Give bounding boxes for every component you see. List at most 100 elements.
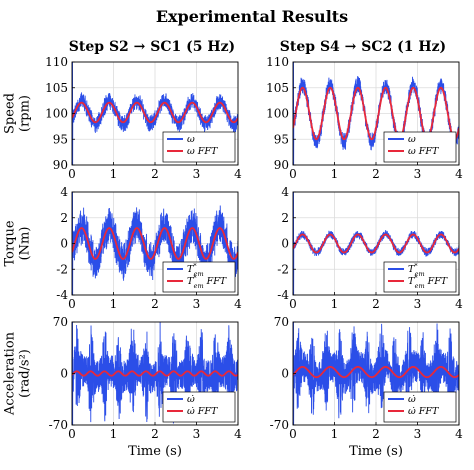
panel-speed-right: 0 1 2 3 4 90 95 100 105 110 ωω FFT <box>266 55 463 181</box>
x-tick-label: 4 <box>234 167 242 181</box>
legend-label: ω FFT <box>408 146 439 157</box>
legend: ω̇ω̇ FFT <box>383 391 457 423</box>
legend-label: ω̇ <box>408 394 416 405</box>
legend-label: ω̇ FFT <box>187 406 218 417</box>
legend: T* emT* em FFT <box>162 261 236 293</box>
legend-box <box>383 391 457 423</box>
legend-label: T* em <box>408 262 425 278</box>
y-tick-label: 70 <box>274 315 289 329</box>
y-tick-label: 0 <box>60 237 68 251</box>
y-tick-label: 90 <box>53 158 68 172</box>
x-tick-label: 3 <box>193 167 201 181</box>
series-line <box>293 86 459 141</box>
legend-label: ω <box>408 134 416 145</box>
y-tick-label: 70 <box>53 315 68 329</box>
series-line <box>293 233 459 254</box>
x-tick-label: 3 <box>414 167 422 181</box>
x-tick-label: 3 <box>193 297 201 311</box>
y-axis-label: Acceleration(rad/s²) <box>3 331 33 416</box>
x-tick-label: 4 <box>234 297 242 311</box>
y-tick-label: 110 <box>45 55 68 69</box>
y-axis-label: Speed(rpm) <box>3 93 33 134</box>
legend-box <box>162 391 236 423</box>
column-title-right: Step S4 → SC2 (1 Hz) <box>280 39 446 55</box>
legend-box <box>162 261 236 293</box>
y-tick-label: 110 <box>266 55 289 69</box>
x-tick-label: 0 <box>68 297 76 311</box>
y-tick-label: 0 <box>281 367 289 381</box>
x-tick-label: 2 <box>372 297 380 311</box>
y-tick-label: -2 <box>277 262 289 276</box>
x-tick-label: 3 <box>414 427 422 441</box>
x-axis-label: Time (s) <box>349 444 403 459</box>
legend-label: T* em FFT <box>187 274 227 290</box>
y-tick-label: 4 <box>60 185 68 199</box>
x-tick-label: 0 <box>289 297 297 311</box>
y-tick-label: 90 <box>274 158 289 172</box>
y-tick-label: 0 <box>281 237 289 251</box>
x-tick-label: 0 <box>289 427 297 441</box>
legend: ω̇ω̇ FFT <box>162 391 236 423</box>
series-line <box>72 192 238 295</box>
legend-box <box>383 131 457 163</box>
x-tick-label: 4 <box>234 427 242 441</box>
y-tick-label: 95 <box>53 132 68 146</box>
legend-label: T* em FFT <box>408 274 448 290</box>
y-axis-label: Torque(Nm) <box>3 220 33 266</box>
x-tick-label: 3 <box>193 427 201 441</box>
legend-box <box>383 261 457 293</box>
x-tick-label: 0 <box>289 167 297 181</box>
legend-label: ω̇ FFT <box>408 406 439 417</box>
series-line <box>293 322 459 425</box>
y-tick-label: 2 <box>281 211 289 225</box>
legend-label: ω̇ <box>187 394 195 405</box>
legend: ωω FFT <box>162 131 236 163</box>
y-tick-label: 100 <box>45 107 68 121</box>
y-tick-label: -2 <box>56 262 68 276</box>
legend-label: T* em <box>187 262 204 278</box>
x-axis-label: Time (s) <box>128 444 182 459</box>
legend: ωω FFT <box>383 131 457 163</box>
legend-label: ω <box>187 134 195 145</box>
x-tick-label: 1 <box>110 297 118 311</box>
x-tick-label: 2 <box>151 427 159 441</box>
column-title-left: Step S2 → SC1 (5 Hz) <box>69 39 235 55</box>
y-tick-label: 2 <box>60 211 68 225</box>
panel-torque-left: 0 1 2 3 4 -4 -2 0 2 4 T* emT* em FFT Torque(Nm) <box>3 185 243 311</box>
x-tick-label: 1 <box>331 167 339 181</box>
figure-title: Experimental Results <box>156 7 348 26</box>
x-tick-label: 2 <box>372 427 380 441</box>
x-tick-label: 2 <box>372 167 380 181</box>
y-tick-label: -4 <box>277 288 289 302</box>
y-tick-label: 105 <box>45 81 68 95</box>
y-tick-label: 105 <box>266 81 289 95</box>
y-tick-label: 95 <box>274 132 289 146</box>
series-line <box>72 101 238 124</box>
y-tick-label: 4 <box>281 185 289 199</box>
y-tick-label: 100 <box>266 107 289 121</box>
series-line <box>72 370 238 377</box>
y-tick-label: -4 <box>56 288 68 302</box>
x-tick-label: 4 <box>455 167 463 181</box>
legend: T* emT* em FFT <box>383 261 457 293</box>
x-tick-label: 4 <box>455 297 463 311</box>
x-tick-label: 2 <box>151 167 159 181</box>
panel-speed-left: 0 1 2 3 4 90 95 100 105 110 ωω FFT Speed(rpm) <box>3 55 243 181</box>
x-tick-label: 1 <box>331 427 339 441</box>
x-tick-label: 0 <box>68 167 76 181</box>
y-tick-label: -70 <box>270 418 289 432</box>
series-line <box>293 365 459 379</box>
x-tick-label: 2 <box>151 297 159 311</box>
series-line <box>72 227 238 260</box>
x-tick-label: 1 <box>110 427 118 441</box>
y-tick-label: 0 <box>60 367 68 381</box>
x-tick-label: 0 <box>68 427 76 441</box>
x-tick-label: 4 <box>455 427 463 441</box>
panel-torque-right: 0 1 2 3 4 -4 -2 0 2 4 T* emT* em FFT <box>277 185 463 311</box>
x-tick-label: 1 <box>110 167 118 181</box>
legend-label: ω FFT <box>187 146 218 157</box>
y-tick-label: -70 <box>49 418 68 432</box>
